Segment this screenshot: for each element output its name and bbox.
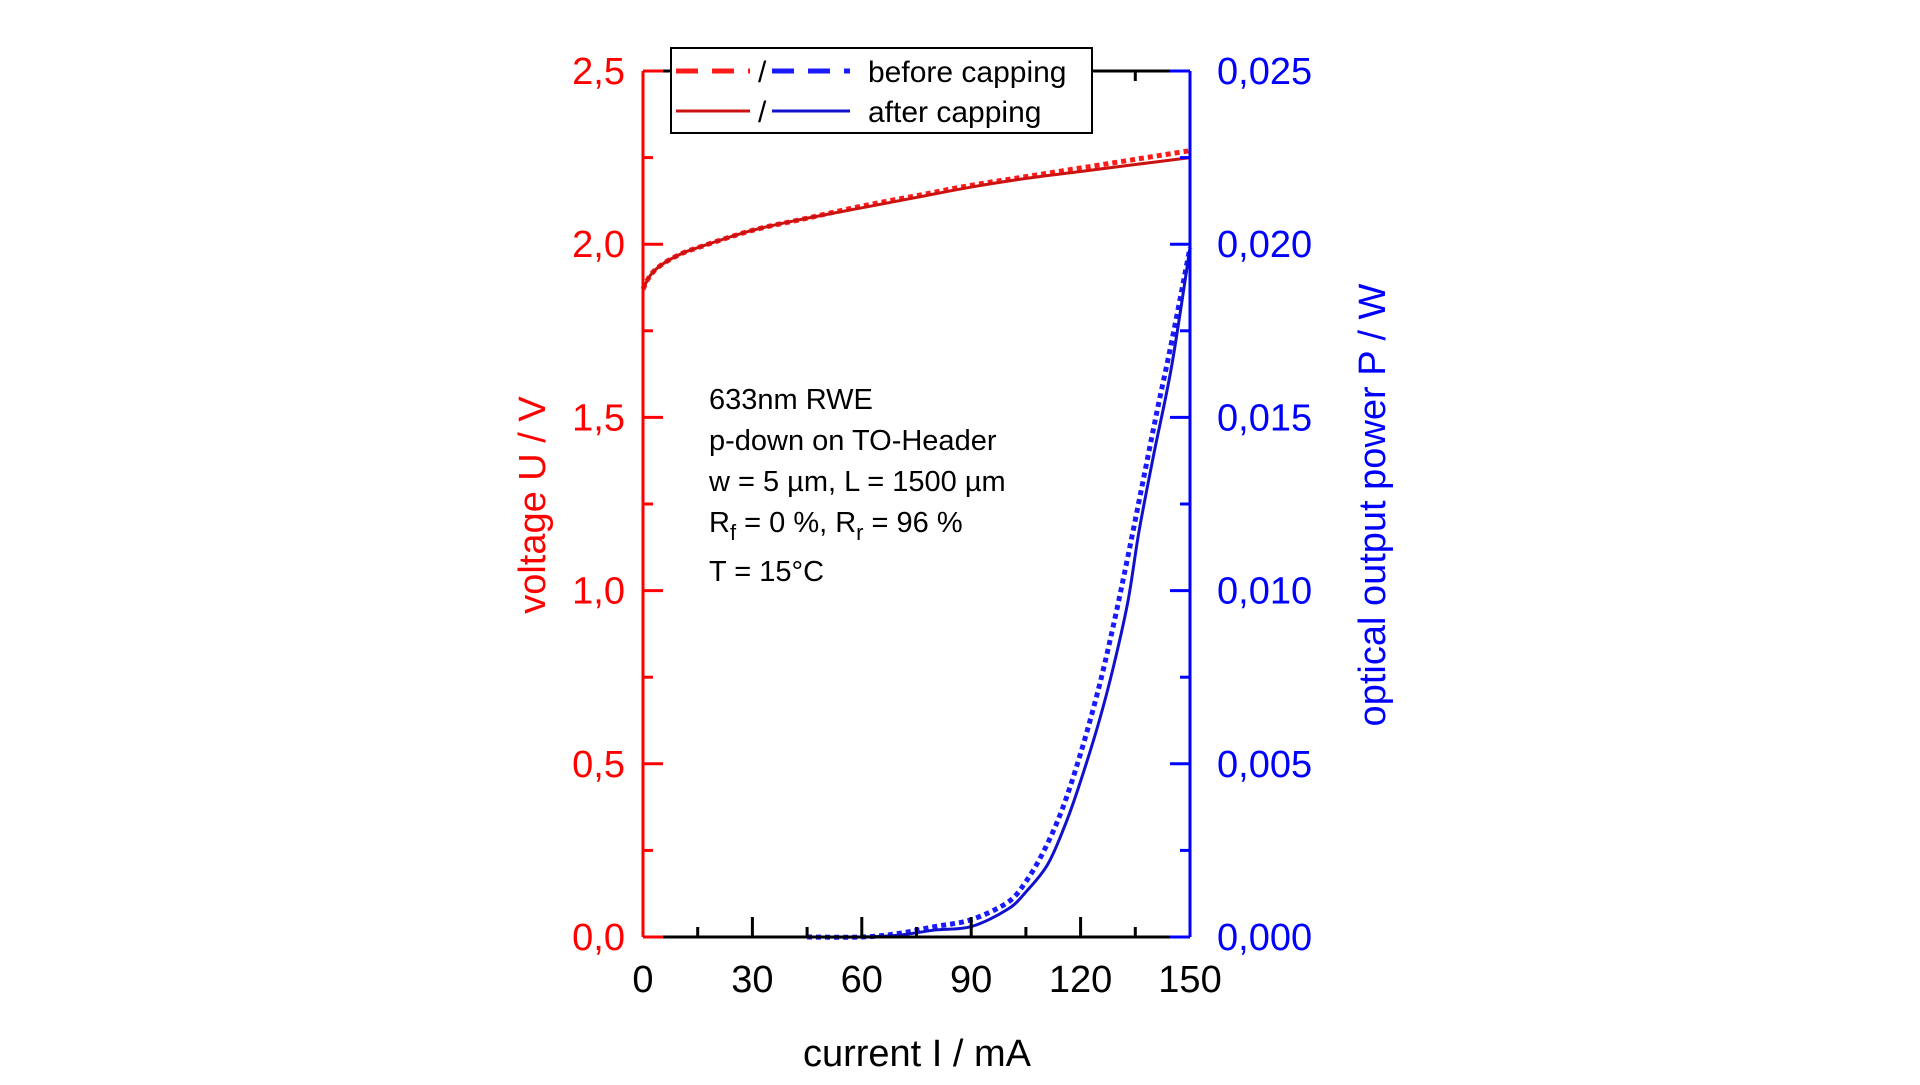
annotation-line: w = 5 µm, L = 1500 µm: [708, 466, 1006, 498]
legend: / before capping / after capping: [670, 47, 1093, 134]
annotation-line: Rf = 0 %, Rr = 96 %: [709, 507, 963, 545]
annotation-line: p-down on TO-Header: [709, 425, 997, 457]
right-axis-label: optical output power P / W: [1352, 283, 1394, 726]
y-left-tick-label: 2,5: [572, 51, 625, 93]
legend-box: [670, 47, 1093, 134]
legend-separator: /: [758, 96, 767, 129]
x-tick-label: 0: [632, 959, 653, 1001]
y-left-tick-label: 0,5: [572, 744, 625, 786]
x-tick-label: 30: [731, 959, 773, 1001]
x-tick-label: 60: [841, 959, 883, 1001]
plot-area: [640, 148, 1193, 940]
y-left-tick-label: 0,0: [572, 917, 625, 959]
x-tick-label: 150: [1158, 959, 1221, 1001]
legend-label-after: after capping: [868, 96, 1041, 129]
left-axis-label: voltage U / V: [512, 396, 554, 614]
y-left-tick-label: 1,0: [572, 571, 625, 613]
power-curve-after-capping: [807, 247, 1192, 939]
voltage-curve-before-capping: [640, 148, 1191, 291]
y-left-tick-label: 2,0: [572, 224, 625, 266]
y-right-tick-label: 0,005: [1217, 744, 1312, 786]
y-right-tick-label: 0,000: [1217, 917, 1312, 959]
y-left-tick-label: 1,5: [572, 397, 625, 439]
legend-separator: /: [758, 56, 767, 89]
legend-label-before: before capping: [868, 56, 1067, 89]
voltage-curve-after-capping: [641, 156, 1191, 290]
y-right-tick-label: 0,015: [1217, 397, 1312, 439]
y-right-tick-label: 0,025: [1217, 51, 1312, 93]
x-axis-label: current I / mA: [803, 1033, 1032, 1075]
annotation-line: 633nm RWE: [709, 384, 873, 416]
x-tick-label: 90: [950, 959, 992, 1001]
x-tick-label: 120: [1049, 959, 1112, 1001]
y-right-tick-label: 0,010: [1217, 571, 1312, 613]
y-right-tick-label: 0,020: [1217, 224, 1312, 266]
power-curve-before-capping: [807, 247, 1193, 940]
annotation-line: T = 15°C: [709, 556, 824, 588]
annotation: 633nm RWE p-down on TO-Header w = 5 µm, …: [708, 384, 1006, 588]
